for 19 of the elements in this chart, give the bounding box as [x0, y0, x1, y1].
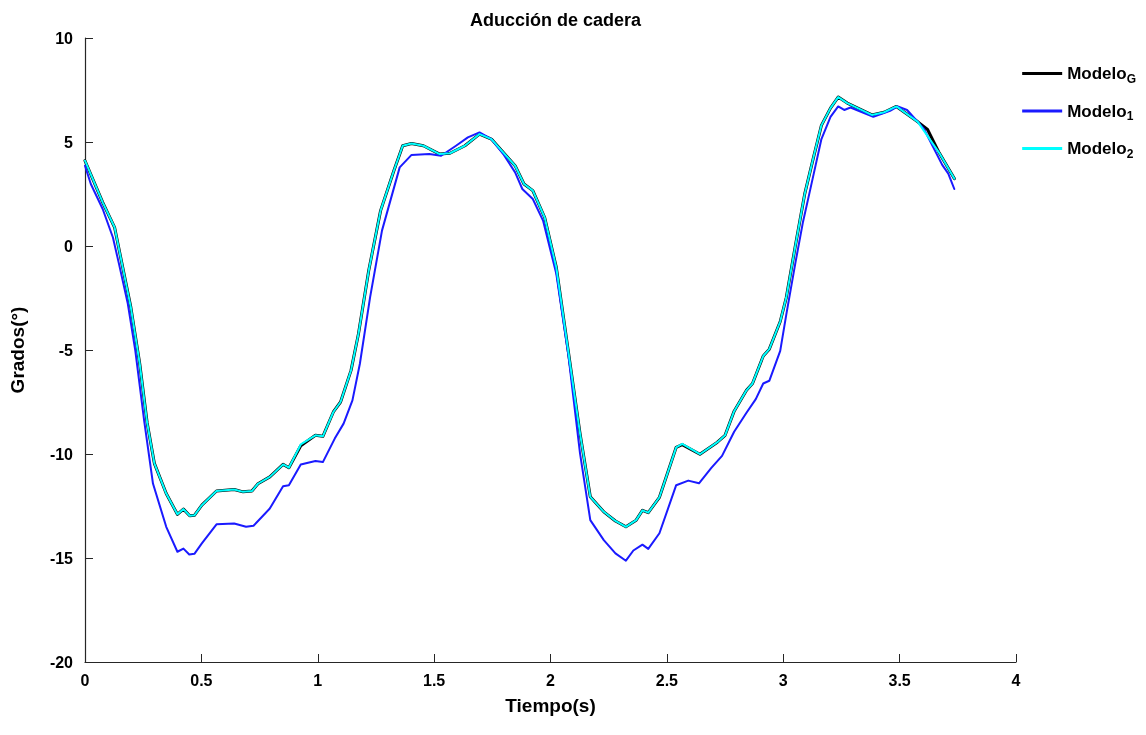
- y-tick-label: 5: [64, 133, 74, 151]
- x-tick-label: 3: [778, 671, 788, 689]
- x-tick-label: 0: [80, 671, 90, 689]
- y-axis-title: Grados(°): [7, 306, 28, 394]
- x-tick-label: 2: [546, 671, 556, 689]
- y-tick-label: -10: [49, 445, 74, 463]
- x-tick-label: 2.5: [655, 671, 679, 689]
- y-tick-label: -5: [58, 341, 74, 359]
- chart-title: Aducción de cadera: [469, 10, 643, 30]
- x-tick-label: 0.5: [190, 671, 213, 689]
- x-tick-label: 1.5: [423, 671, 446, 689]
- x-tick-label: 4: [1011, 671, 1021, 689]
- x-tick-label: 3.5: [888, 671, 911, 689]
- y-tick-label: 0: [64, 237, 74, 255]
- y-tick-label: 10: [55, 29, 74, 47]
- x-axis-title: Tiempo(s): [505, 695, 596, 716]
- y-tick-label: -20: [49, 653, 74, 671]
- x-tick-label: 1: [313, 671, 323, 689]
- y-tick-label: -15: [49, 549, 74, 567]
